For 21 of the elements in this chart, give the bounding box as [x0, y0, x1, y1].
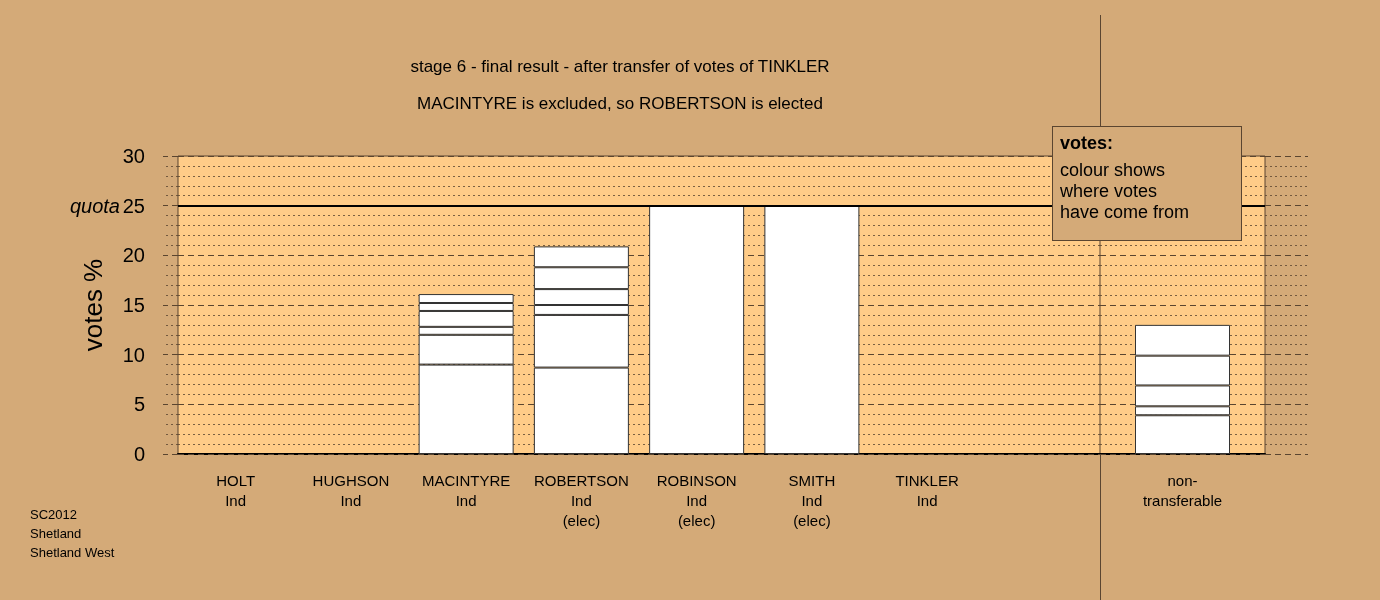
x-tick-label: non- transferable: [1142, 471, 1223, 509]
x-tick-label: ROBINSON Ind (elec): [656, 471, 737, 529]
y-tick-label: 20: [122, 244, 145, 267]
text: SC2012 Shetland Shetland West: [30, 507, 115, 560]
y-tick-label: 25: [122, 194, 145, 217]
ref-line-label: quota: [69, 194, 120, 217]
text: votes:: [1060, 132, 1114, 155]
chart-title: stage 6 - final result - after transfer of votes of TINKLER: [410, 57, 830, 76]
y-axis-title: votes %: [78, 258, 108, 352]
y-tick-label: 30: [122, 145, 145, 167]
y-tick-label: 0: [133, 443, 145, 465]
y-tick-label: 10: [122, 343, 145, 366]
x-tick-label: ROBERTSON Ind (elec): [534, 471, 629, 529]
x-tick-label: HOLT Ind: [216, 471, 256, 509]
y-tick-label: 5: [133, 393, 145, 416]
chart-subtitle: MACINTYRE is excluded, so ROBERTSON is elected: [417, 94, 823, 113]
x-tick-label: SMITH Ind (elec): [788, 471, 836, 529]
x-tick-label: HUGHSON Ind: [312, 471, 390, 509]
y-tick-label: 15: [122, 294, 145, 316]
x-tick-label: MACINTYRE Ind: [421, 471, 511, 509]
x-tick-label: TINKLER Ind: [895, 471, 959, 509]
